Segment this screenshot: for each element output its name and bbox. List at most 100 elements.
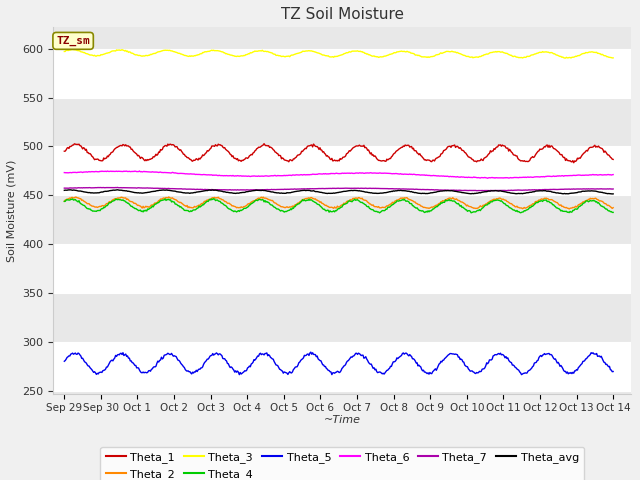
Theta_6 — [385, 170, 392, 176]
Theta_5 — [310, 351, 317, 357]
Theta_6 — [61, 170, 68, 176]
Theta_avg — [310, 188, 317, 193]
Theta_7 — [159, 185, 166, 191]
Theta_4 — [386, 204, 394, 210]
Theta_7 — [310, 186, 317, 192]
Theta_5 — [609, 369, 617, 374]
Theta_1 — [428, 159, 436, 165]
Theta_7 — [202, 187, 210, 192]
Theta_3 — [310, 48, 317, 54]
Theta_2 — [565, 206, 573, 212]
Theta_avg — [428, 190, 436, 196]
Theta_4 — [61, 199, 68, 204]
Theta_1 — [260, 141, 268, 146]
Theta_4 — [476, 207, 483, 213]
Theta_4 — [429, 206, 436, 212]
Theta_5 — [428, 371, 436, 376]
Line: Theta_5: Theta_5 — [65, 352, 613, 374]
Theta_6 — [202, 172, 210, 178]
Theta_3 — [61, 48, 68, 54]
Theta_6 — [428, 173, 436, 179]
Line: Theta_1: Theta_1 — [65, 144, 613, 163]
Theta_5 — [202, 359, 209, 364]
Theta_2 — [165, 194, 173, 200]
Theta_3 — [609, 55, 617, 61]
Theta_3 — [68, 47, 76, 52]
Legend: Theta_1, Theta_2, Theta_3, Theta_4, Theta_5, Theta_6, Theta_7, Theta_avg: Theta_1, Theta_2, Theta_3, Theta_4, Thet… — [100, 447, 584, 480]
Theta_6 — [310, 171, 317, 177]
Theta_1 — [61, 148, 68, 154]
Theta_4 — [210, 196, 218, 202]
Theta_2 — [310, 196, 317, 202]
Theta_2 — [609, 205, 617, 211]
Theta_1 — [570, 160, 577, 166]
Theta_6 — [159, 169, 166, 175]
Line: Theta_2: Theta_2 — [65, 197, 613, 209]
Theta_avg — [61, 188, 68, 193]
Line: Theta_7: Theta_7 — [65, 187, 613, 191]
Theta_7 — [114, 184, 122, 190]
Theta_3 — [385, 52, 392, 58]
Bar — [53, 195, 632, 244]
Theta_6 — [475, 175, 483, 180]
Line: Theta_4: Theta_4 — [65, 199, 613, 213]
Theta_2 — [475, 205, 483, 211]
Text: TZ_sm: TZ_sm — [56, 36, 90, 46]
Theta_6 — [484, 175, 492, 181]
Theta_3 — [202, 49, 210, 55]
Theta_3 — [159, 48, 166, 54]
Theta_2 — [61, 198, 68, 204]
Theta_1 — [609, 156, 617, 162]
Theta_avg — [114, 187, 122, 192]
Theta_avg — [159, 187, 166, 193]
Theta_6 — [609, 172, 617, 178]
Theta_5 — [385, 366, 392, 372]
Theta_2 — [428, 204, 436, 210]
Theta_1 — [202, 150, 209, 156]
Bar — [53, 146, 632, 195]
Bar — [53, 293, 632, 342]
Y-axis label: Soil Moisture (mV): Soil Moisture (mV) — [7, 159, 17, 262]
Theta_2 — [202, 198, 210, 204]
Theta_1 — [157, 147, 165, 153]
Theta_7 — [476, 188, 483, 193]
Theta_3 — [475, 54, 483, 60]
Theta_2 — [385, 203, 392, 208]
Theta_7 — [609, 186, 617, 192]
Theta_1 — [385, 156, 392, 162]
Theta_1 — [310, 141, 317, 147]
Theta_4 — [157, 198, 165, 204]
Theta_6 — [136, 168, 143, 174]
Theta_avg — [202, 188, 210, 193]
Theta_4 — [202, 200, 209, 205]
Theta_4 — [310, 198, 317, 204]
Theta_5 — [61, 359, 68, 364]
Theta_5 — [307, 349, 315, 355]
Theta_4 — [609, 209, 617, 215]
Bar — [53, 49, 632, 97]
Theta_avg — [609, 191, 616, 197]
Line: Theta_avg: Theta_avg — [65, 190, 613, 194]
Theta_5 — [518, 372, 525, 377]
Theta_5 — [475, 370, 483, 375]
Theta_7 — [428, 187, 436, 192]
Bar — [53, 342, 632, 391]
X-axis label: ~Time: ~Time — [324, 415, 361, 425]
Theta_avg — [385, 189, 392, 195]
Theta_avg — [475, 190, 483, 196]
Theta_4 — [376, 210, 383, 216]
Bar — [53, 244, 632, 293]
Theta_7 — [61, 185, 68, 191]
Bar — [53, 97, 632, 146]
Line: Theta_3: Theta_3 — [65, 49, 613, 58]
Title: TZ Soil Moisture: TZ Soil Moisture — [281, 7, 404, 22]
Theta_2 — [157, 196, 165, 202]
Line: Theta_6: Theta_6 — [65, 171, 613, 178]
Theta_3 — [428, 54, 436, 60]
Theta_1 — [475, 158, 483, 164]
Theta_7 — [385, 186, 392, 192]
Theta_5 — [157, 354, 165, 360]
Theta_avg — [609, 191, 617, 197]
Theta_3 — [562, 55, 570, 61]
Theta_7 — [473, 188, 481, 193]
